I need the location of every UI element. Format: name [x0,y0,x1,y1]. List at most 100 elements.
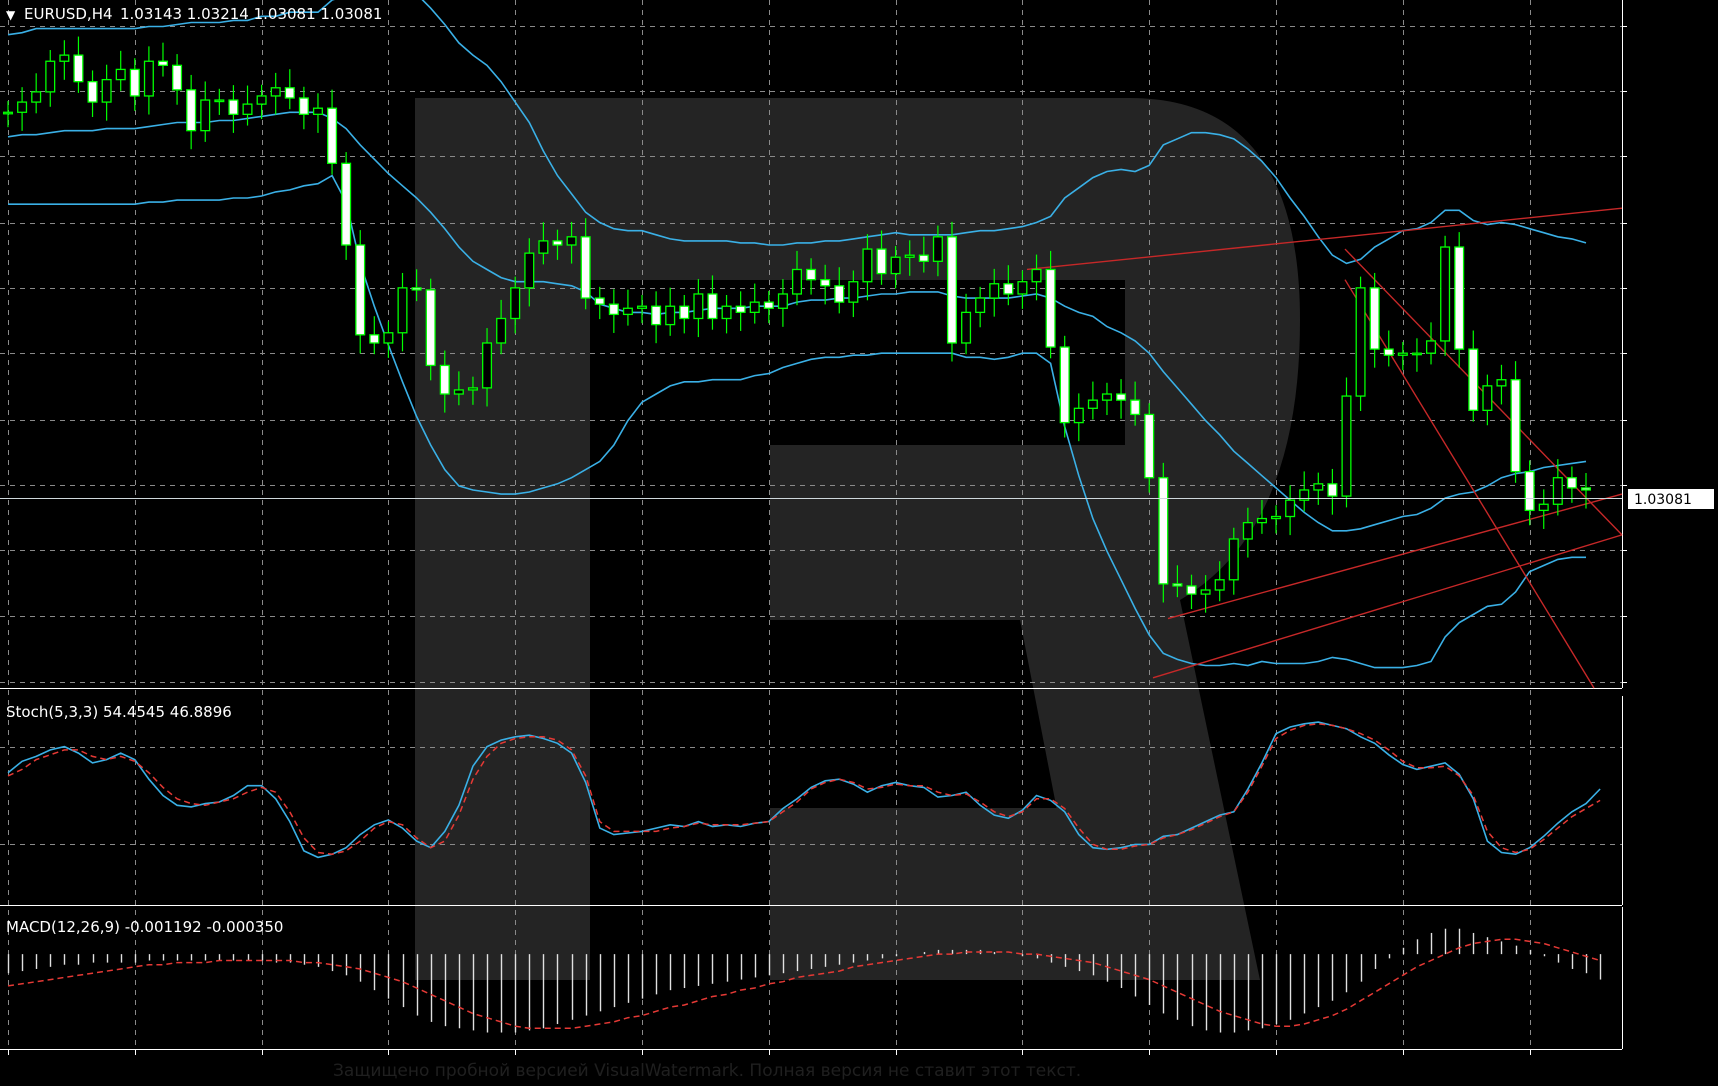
macd-signal-line [7,938,1601,1030]
candle-body [270,87,281,97]
candle-body [59,54,70,62]
candle-body [552,240,563,246]
candle-body [1087,399,1098,409]
candle-body [1186,585,1197,595]
candle-body [2,111,14,115]
price-panel [0,0,1623,689]
candle-body [975,297,986,314]
axis-labels [8,26,1627,1055]
candle-body [890,256,901,275]
candle-body [622,307,633,316]
bollinger-lower-band [8,174,1586,669]
macd-panel [7,928,1602,1033]
candle-body [651,305,662,326]
candle-body [876,248,887,275]
candle-body [143,60,154,97]
candle-body [383,332,394,344]
candle-body [1299,489,1310,501]
candle-body [1580,487,1592,491]
candle-body [580,236,591,299]
channel-line [1152,534,1623,679]
candle-body [157,60,168,66]
candle-body [228,99,239,115]
candle-body [1397,352,1408,356]
channel-line [1026,207,1623,271]
candle-body [1383,348,1394,356]
candle-body [341,162,352,246]
candle-body [1200,589,1211,595]
candle-body [524,252,535,289]
candle-body [1214,579,1225,591]
candle-body [1538,503,1549,512]
candle-body [1228,538,1239,581]
candle-body [496,317,507,344]
candle-body [186,89,197,132]
candle-body [1468,348,1479,412]
candle-body [848,281,859,303]
candle-body [749,301,760,314]
candle-body [932,236,943,262]
candle-body [87,81,98,103]
candle-body [172,64,183,91]
candle-body [594,297,605,305]
candle-body [904,254,915,258]
candle-body [1130,399,1141,416]
candle-body [1369,287,1380,350]
candle-body [510,287,521,320]
candle-body [411,287,422,291]
candle-body [1566,477,1577,489]
candle-body [1256,517,1267,524]
candle-body [1144,413,1155,479]
candle-body [284,87,295,99]
candle-body [1355,287,1366,397]
candle-body [1552,477,1563,505]
candle-body [806,268,817,281]
candle-body [115,68,126,81]
candle-body [482,342,493,389]
channel-line [1167,493,1623,620]
current-price-tag [1628,489,1714,509]
candle-body [538,240,549,254]
stoch-signal-line [7,723,1601,855]
candle-body [31,91,42,103]
candle-body [1482,385,1493,412]
candle-body [355,244,366,336]
candle-body [425,289,436,367]
candle-body [45,60,56,93]
candle-body [820,279,831,287]
candle-body [256,95,267,105]
candle-body [1116,393,1127,401]
candle-body [735,305,746,314]
candle-body [679,305,690,320]
candle-body [439,364,450,395]
candle-body [1101,393,1112,401]
candle-body [693,293,704,320]
candle-body [129,68,140,97]
candle-body [1454,246,1465,350]
candle-body [637,305,648,309]
candle-body [1017,281,1028,295]
candle-body [1313,483,1324,491]
candle-body [566,236,577,246]
candle-body [1411,352,1422,356]
candle-body [327,107,338,164]
candle-body [214,99,225,103]
symbol-menu-icon[interactable]: ▼ [6,8,16,22]
macd-title: MACD(12,26,9) -0.001192 -0.000350 [6,918,283,936]
candle-body [707,293,718,320]
candle-body [1440,246,1451,342]
candle-body [946,236,957,344]
candle-body [397,287,408,334]
grid [0,0,1622,1050]
channel-line [1344,279,1595,689]
candle-body [1172,583,1183,587]
candle-body [1510,379,1521,473]
candle-body [467,387,478,391]
current-price-label: 1.03081 [1634,492,1692,508]
candle-body [862,248,873,283]
candle-body [1059,346,1070,424]
candle-body [1158,477,1169,585]
candle-body [369,334,380,344]
candle-body [453,389,464,395]
